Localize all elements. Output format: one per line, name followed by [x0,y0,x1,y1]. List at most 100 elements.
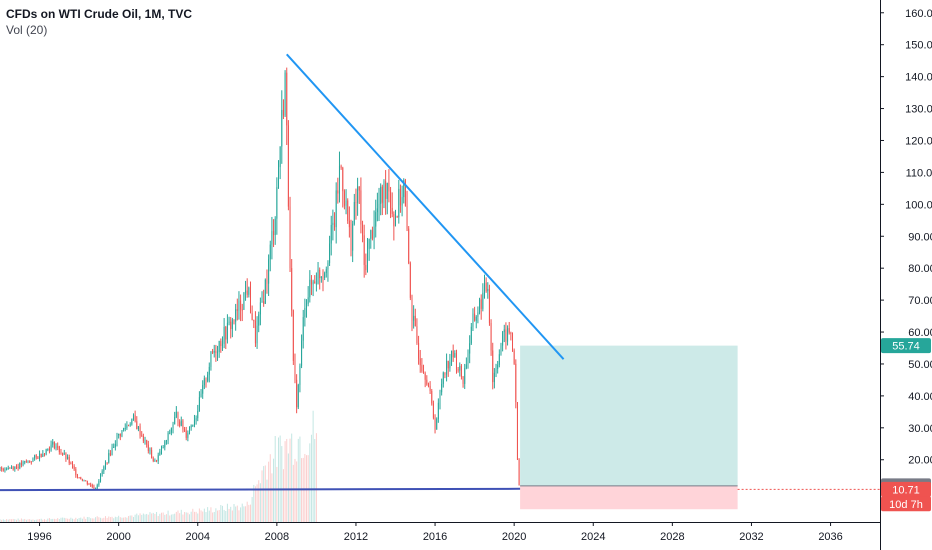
candle-body [189,427,191,434]
candle-body [50,444,52,451]
time-tick-label: 2008 [265,531,289,543]
volume-bar [147,514,149,522]
loss-zone [520,485,738,510]
candle-body [518,459,520,486]
volume-bar [141,514,143,522]
candle-body [251,313,253,321]
candle-body [225,326,227,340]
candle-body [510,332,512,334]
candle-body [182,420,184,430]
candle-body [304,307,306,318]
candle-body [81,479,83,481]
volume-bar [100,517,102,522]
candle-body [432,403,434,418]
candle-body [249,287,251,314]
candle-body [337,190,339,194]
candle-body [477,312,479,317]
candle-body [365,264,367,271]
volume-bar [253,484,255,522]
candle-body [408,228,410,264]
time-tick-label: 2016 [423,531,447,543]
price-tick-label: 150.00 [905,40,932,52]
candle-body [287,125,289,207]
candle-body [180,420,182,426]
price-tick-label: 110.00 [906,167,932,179]
candle-body [241,309,243,311]
candle-body [296,379,298,408]
candle-body [7,467,9,470]
volume-bar [248,504,250,522]
volume-bar [109,517,111,522]
candle-body [151,450,153,459]
volume-bar [236,505,238,522]
candle-body [48,448,50,451]
volume-bar [48,518,50,522]
candle-body [396,216,398,218]
volume-bar [9,518,11,522]
candle-body [282,109,284,116]
volume-bar [42,519,44,522]
candle-body [65,453,67,459]
candle-body [35,455,37,457]
volume-bar [246,501,248,522]
candle-body [366,248,368,271]
candle-body [215,351,217,353]
candle-body [334,222,336,228]
candle-body [335,190,337,228]
candle-body [386,183,388,199]
volume-bar [37,519,39,522]
volume-bar [101,518,103,522]
candle-body [459,365,461,371]
candle-body [452,350,454,358]
volume-bar [146,513,148,522]
volume-bar [104,516,106,522]
volume-bar [202,511,204,522]
volume-bar [258,480,260,522]
volume-bar [40,518,42,522]
volume-bar [208,510,210,522]
candle-body [174,417,176,425]
candle-body [42,453,44,457]
candle-body [248,287,250,295]
candle-body [449,362,451,369]
candle-body [294,360,296,380]
volume-bar [160,512,162,522]
candle-body [427,384,429,386]
price-tick-label: 40.00 [908,391,932,403]
candle-body [426,379,428,385]
volume-bar [177,510,179,522]
candle-body [299,365,301,385]
candle-body [111,447,113,456]
volume-bar [156,511,158,522]
volume-bar [314,439,316,522]
candle-body [483,282,485,293]
volume-bar [19,519,21,522]
candle-body [85,480,87,482]
candle-body [147,444,149,451]
candle-body [512,333,514,351]
candle-body [245,290,247,293]
candle-body [73,466,75,470]
volume-bar [169,515,171,522]
price-tag-bg [881,338,931,354]
price-tag: 10.71 [881,481,931,497]
volume-bar [189,514,191,522]
volume-bar [182,514,184,522]
candle-body [310,279,312,285]
candle-body [264,279,266,304]
volume-bar [310,434,312,522]
volume-bar [268,461,270,522]
volume-indicator-label[interactable]: Vol (20) [6,23,48,37]
candle-body [482,292,484,309]
price-tag-label: 10.71 [892,484,920,496]
volume-bar [111,516,113,522]
candle-body [454,352,456,358]
volume-bar [136,513,138,522]
candle-body [516,402,518,460]
candle-body [53,441,55,448]
candle-body [68,456,70,464]
volume-bar [43,519,45,522]
volume-bar [116,517,118,522]
volume-bar [228,508,230,522]
